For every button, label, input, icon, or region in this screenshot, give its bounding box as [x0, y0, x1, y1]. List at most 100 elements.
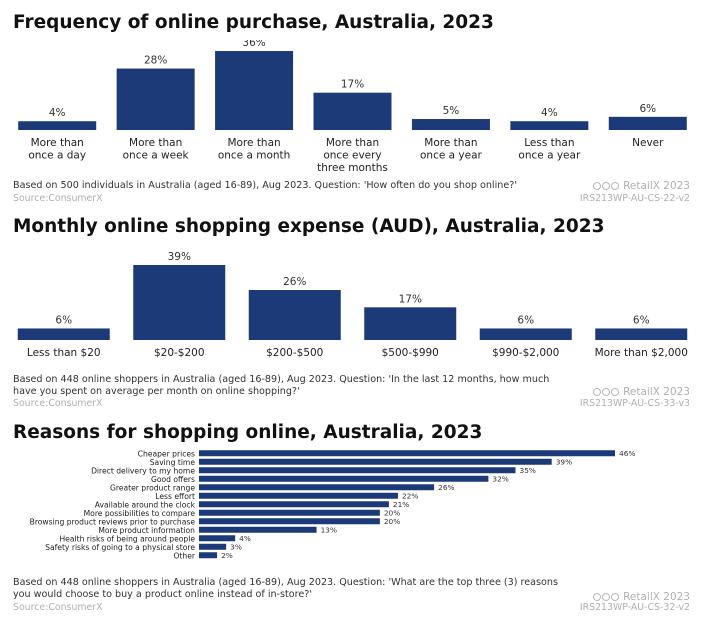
bar-value-label: 26% — [283, 276, 306, 288]
bar — [608, 116, 687, 130]
category-label: Other — [173, 551, 195, 560]
category-label: $20-$200 — [154, 347, 205, 359]
bar-value-label: 17% — [399, 293, 422, 305]
category-label: once a year — [518, 150, 581, 162]
expense-bar-chart: 6% Less than $20 39% $20-$200 26% $200-$500 17… — [17, 251, 688, 359]
bar-value-label: 4% — [541, 107, 558, 119]
category-label: once a month — [218, 150, 291, 162]
bar — [199, 475, 489, 482]
bar-value-label: 39% — [556, 458, 572, 467]
bar — [411, 119, 490, 130]
bar — [133, 265, 226, 340]
bar-value-label: 35% — [520, 466, 536, 475]
category-label: three months — [317, 162, 388, 174]
bar-value-label: 39% — [168, 251, 191, 263]
category-label: More than — [129, 137, 182, 149]
bar — [199, 450, 615, 457]
category-label: $500-$990 — [382, 347, 439, 359]
bar-value-label: 22% — [402, 492, 418, 501]
brand-label: RetailX 2023 — [592, 591, 690, 603]
chart-panel-frequency: Frequency of online purchase, Australia,… — [0, 0, 705, 212]
bar — [17, 328, 110, 340]
category-label: $200-$500 — [266, 347, 323, 359]
category-label: Good offers — [151, 475, 195, 484]
chart-note: Based on 500 individuals in Australia (a… — [13, 180, 517, 191]
category-label: once a year — [420, 150, 483, 162]
bar-value-label: 6% — [55, 314, 72, 326]
category-label: once a week — [123, 150, 190, 162]
bar — [199, 467, 516, 474]
category-label: Never — [632, 137, 664, 149]
category-label: Less than $20 — [27, 347, 101, 359]
bar — [199, 552, 218, 559]
brand-text: RetailX 2023 — [623, 386, 690, 398]
brand-text: RetailX 2023 — [623, 591, 690, 603]
bar-value-label: 46% — [619, 449, 635, 458]
by-icon — [601, 182, 610, 190]
category-label: Browsing product reviews prior to purcha… — [30, 517, 196, 526]
chart-code: IRS213WP-AU-CS-22-v2 — [579, 193, 690, 204]
category-label: $990-$2,000 — [492, 347, 559, 359]
category-label: Safety risks of going to a physical stor… — [45, 543, 195, 552]
bar — [199, 492, 398, 499]
chart-code: IRS213WP-AU-CS-33-v3 — [579, 398, 690, 409]
bar — [215, 51, 294, 130]
chart-note: Based on 448 online shoppers in Australi… — [13, 577, 558, 600]
bar-value-label: 6% — [633, 314, 650, 326]
bar-value-label: 20% — [384, 517, 400, 526]
bar — [199, 526, 317, 533]
bar — [116, 68, 195, 130]
bar — [248, 290, 341, 340]
category-label: More than — [326, 137, 379, 149]
bar-value-label: 28% — [144, 55, 167, 67]
category-label: More than — [424, 137, 477, 149]
chart-title: Frequency of online purchase, Australia,… — [13, 12, 494, 33]
by-icon — [601, 593, 610, 601]
chart-panel-expense: Monthly online shopping expense (AUD), A… — [0, 212, 705, 412]
chart-source: Source:ConsumerX — [13, 398, 103, 409]
by-icon — [601, 388, 610, 396]
nd-icon — [610, 593, 619, 601]
bar-value-label: 32% — [492, 475, 508, 484]
chart-title: Monthly online shopping expense (AUD), A… — [13, 216, 605, 237]
bar — [199, 518, 380, 525]
bar-value-label: 17% — [341, 79, 364, 91]
category-label: Direct delivery to my home — [91, 466, 195, 475]
bar — [595, 328, 688, 340]
bar — [479, 328, 572, 340]
chart-title: Reasons for shopping online, Australia, … — [13, 422, 483, 443]
bar — [199, 543, 227, 550]
category-label: Available around the clock — [95, 500, 196, 509]
bar-value-label: 20% — [384, 509, 400, 518]
nd-icon — [610, 388, 619, 396]
bar-value-label: 21% — [393, 500, 409, 509]
bar — [18, 121, 97, 130]
bar — [313, 92, 392, 130]
bar-value-label: 3% — [230, 543, 242, 552]
chart-source: Source:ConsumerX — [13, 602, 103, 613]
brand-label: RetailX 2023 — [592, 180, 690, 192]
bar — [199, 458, 552, 465]
brand-label: RetailX 2023 — [592, 386, 690, 398]
category-label: Less effort — [155, 492, 195, 501]
brand-text: RetailX 2023 — [623, 180, 690, 192]
bar-value-label: 6% — [639, 103, 656, 115]
category-label: Health risks of being around people — [59, 534, 195, 543]
category-label: Cheaper prices — [138, 449, 195, 458]
nd-icon — [610, 182, 619, 190]
bar — [199, 501, 389, 508]
reasons-bar-chart: Cheaper prices 46% Saving time 39% Direct de… — [30, 449, 636, 560]
cc-icon — [592, 388, 601, 396]
bar-value-label: 2% — [221, 551, 233, 560]
chart-code: IRS213WP-AU-CS-32-v2 — [579, 602, 690, 613]
bar — [199, 509, 380, 516]
chart-note: Based on 448 online shoppers in Australi… — [13, 374, 550, 397]
bar-value-label: 13% — [321, 526, 337, 535]
category-label: More product information — [98, 526, 195, 535]
category-label: More than $2,000 — [595, 347, 688, 359]
bar — [199, 484, 435, 491]
category-label: More than — [31, 137, 84, 149]
category-label: once every — [323, 150, 381, 162]
cc-icon — [592, 182, 601, 190]
